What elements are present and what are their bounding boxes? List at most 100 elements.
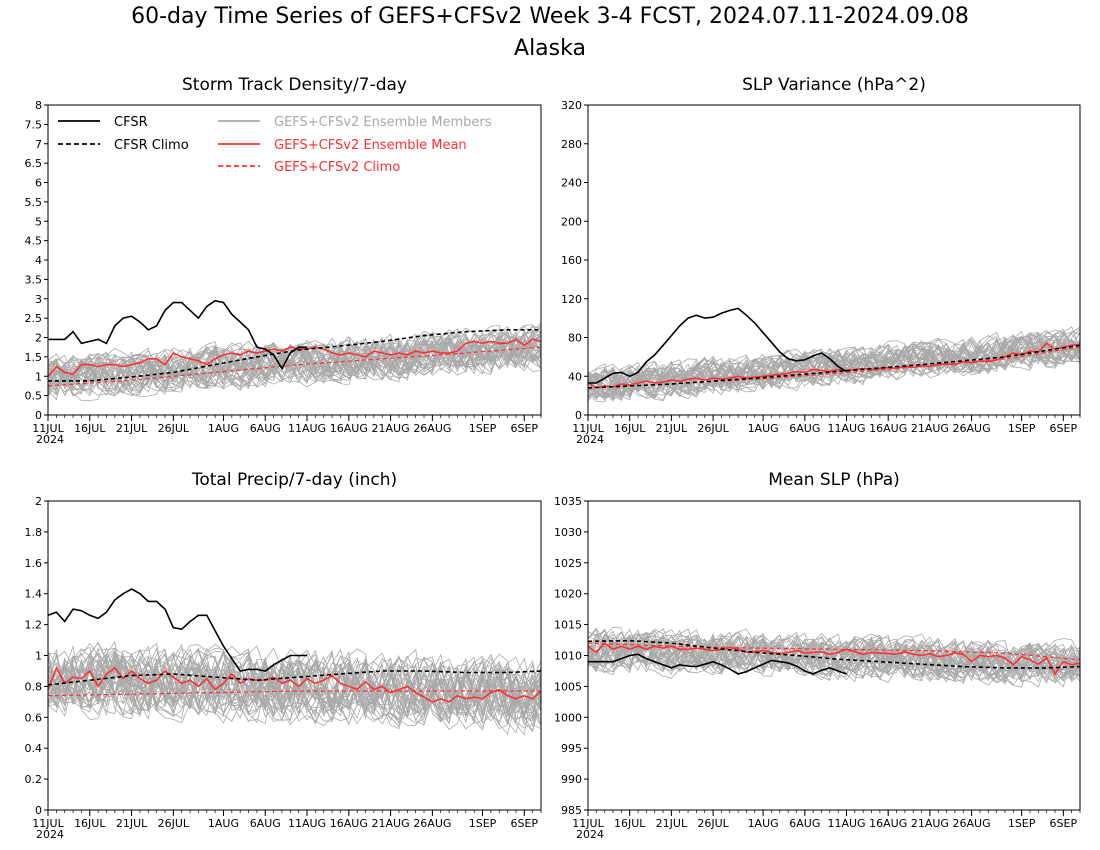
x-tick-label: 1AUG xyxy=(208,817,239,830)
y-tick-label: 1.5 xyxy=(25,351,43,364)
x-tick-label: 26JUL xyxy=(158,422,190,435)
chart-title: 60-day Time Series of GEFS+CFSv2 Week 3-… xyxy=(131,4,969,29)
x-tick-label: 26JUL xyxy=(697,422,729,435)
x-tick-label: 11AUG xyxy=(288,817,326,830)
ensemble-member-line xyxy=(588,628,1080,678)
y-tick-label: 1015 xyxy=(554,619,582,632)
ensemble-member-line xyxy=(48,647,541,723)
ensemble-member-line xyxy=(48,332,541,397)
x-tick-label: 16JUL xyxy=(614,817,646,830)
y-tick-label: 280 xyxy=(561,138,582,151)
y-tick-label: 6 xyxy=(35,177,42,190)
ensemble-member-line xyxy=(48,331,541,394)
y-tick-label: 3 xyxy=(35,293,42,306)
chart-panel-0: 0 0.5 1 1.5 2 2.5 3 3.5 4 4.5 5 5.5 6 6.5 7 7.5 8 11JUL 16… xyxy=(25,99,542,446)
series-line-cfsr-climo xyxy=(48,670,541,686)
x-tick-label: 21AUG xyxy=(911,817,949,830)
x-year-label: 2024 xyxy=(36,433,64,446)
plot-area xyxy=(588,307,1080,403)
chart-panel-1: 0 40 80 120 160 200 240 280 320 11JUL 16JUL 21JUL 26… xyxy=(561,99,1081,446)
x-tick-label: 26AUG xyxy=(953,422,991,435)
y-tick-label: 0 xyxy=(35,409,42,422)
x-tick-label: 1SEP xyxy=(469,817,497,830)
legend-cfsr-climo-label: CFSR Climo xyxy=(114,138,189,153)
x-tick-label: 6SEP xyxy=(510,422,538,435)
y-tick-label: 200 xyxy=(561,215,582,228)
x-tick-label: 11JUL xyxy=(32,422,64,435)
x-year-label: 2024 xyxy=(576,828,604,841)
y-tick-label: 2 xyxy=(35,495,42,508)
y-tick-label: 7 xyxy=(35,138,42,151)
x-tick-label: 1AUG xyxy=(748,817,779,830)
y-tick-label: 240 xyxy=(561,177,582,190)
x-tick-label: 6SEP xyxy=(510,817,538,830)
ensemble-member-line xyxy=(588,634,1080,681)
ensemble-member-line xyxy=(48,647,541,725)
ensemble-member-line xyxy=(48,648,541,727)
ensemble-member-line xyxy=(588,632,1080,680)
x-tick-label: 21JUL xyxy=(116,817,148,830)
series-line-gefs-cfsv2-ensemble-mean xyxy=(48,665,541,703)
plot-area xyxy=(588,626,1080,688)
x-tick-label: 11AUG xyxy=(827,817,865,830)
ensemble-member-line xyxy=(588,636,1080,683)
y-tick-label: 2 xyxy=(35,332,42,345)
y-tick-label: 0 xyxy=(575,409,582,422)
ensemble-member-line xyxy=(588,630,1080,683)
series-line-gefs-cfsv2-ensemble-mean xyxy=(588,342,1080,389)
y-tick-label: 320 xyxy=(561,99,582,112)
plot-area xyxy=(48,588,541,736)
ensemble-member-line xyxy=(588,338,1080,392)
x-tick-label: 1AUG xyxy=(208,422,239,435)
y-tick-label: 1035 xyxy=(554,495,582,508)
ensemble-member-line xyxy=(48,330,541,393)
chart-panel-2: 0 0.2 0.4 0.6 0.8 1 1.2 1.4 1.6 1.8 2 11JUL 16JUL 21J… xyxy=(25,495,542,841)
ensemble-member-line xyxy=(588,341,1080,398)
x-tick-label: 1SEP xyxy=(1008,422,1036,435)
ensemble-member-line xyxy=(48,332,541,392)
y-tick-label: 7.5 xyxy=(25,118,43,131)
y-tick-label: 0.6 xyxy=(25,711,43,724)
legend-ensemble-members-label: GEFS+CFSv2 Ensemble Members xyxy=(274,115,492,130)
ensemble-member-line xyxy=(48,641,541,726)
y-tick-label: 1025 xyxy=(554,557,582,570)
y-tick-label: 990 xyxy=(561,773,582,786)
x-tick-label: 6AUG xyxy=(250,817,281,830)
x-tick-label: 21AUG xyxy=(372,817,410,830)
y-tick-label: 1020 xyxy=(554,588,582,601)
x-tick-label: 6SEP xyxy=(1050,422,1078,435)
y-tick-label: 5 xyxy=(35,215,42,228)
y-tick-label: 4.5 xyxy=(25,235,43,248)
series-line-cfsr xyxy=(588,307,847,384)
ensemble-member-line xyxy=(588,334,1080,403)
x-tick-label: 21AUG xyxy=(911,422,949,435)
ensemble-member-line xyxy=(48,645,541,725)
y-tick-label: 160 xyxy=(561,254,582,267)
x-tick-label: 6AUG xyxy=(250,422,281,435)
y-tick-label: 3.5 xyxy=(25,273,43,286)
x-tick-label: 26AUG xyxy=(953,817,991,830)
ensemble-member-line xyxy=(48,649,541,725)
y-tick-label: 1.8 xyxy=(25,526,43,539)
panel-title-slp-variance: SLP Variance (hPa^2) xyxy=(742,75,926,95)
x-tick-label: 11JUL xyxy=(572,817,604,830)
ensemble-member-line xyxy=(48,325,541,394)
series-line-cfsr xyxy=(588,653,847,675)
y-tick-label: 1.6 xyxy=(25,557,43,570)
x-tick-label: 11JUL xyxy=(572,422,604,435)
y-tick-label: 0.5 xyxy=(25,390,43,403)
series-line-cfsr-climo xyxy=(48,328,541,382)
y-tick-label: 995 xyxy=(561,742,582,755)
plot-area xyxy=(48,299,541,401)
y-tick-label: 1005 xyxy=(554,680,582,693)
x-tick-label: 16AUG xyxy=(330,817,368,830)
x-tick-label: 1SEP xyxy=(469,422,497,435)
x-tick-label: 21JUL xyxy=(116,422,148,435)
x-tick-label: 16JUL xyxy=(74,422,106,435)
x-tick-label: 11AUG xyxy=(827,422,865,435)
x-tick-label: 1SEP xyxy=(1008,817,1036,830)
x-tick-label: 16AUG xyxy=(330,422,368,435)
x-tick-label: 26JUL xyxy=(158,817,190,830)
y-tick-label: 0.2 xyxy=(25,773,43,786)
